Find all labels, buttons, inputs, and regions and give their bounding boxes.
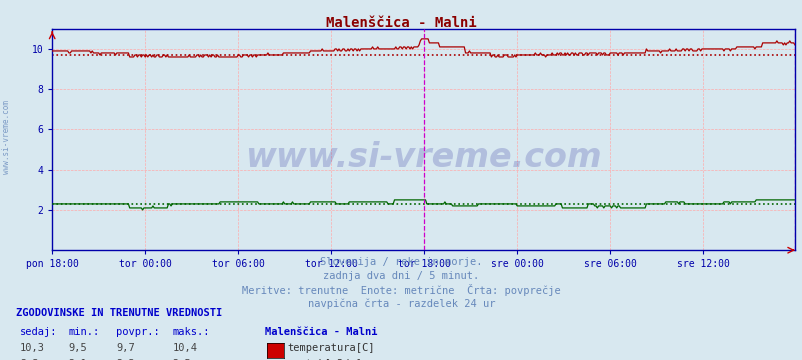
Text: 2,3: 2,3 bbox=[116, 359, 135, 360]
Text: navpična črta - razdelek 24 ur: navpična črta - razdelek 24 ur bbox=[307, 298, 495, 309]
Text: povpr.:: povpr.: bbox=[116, 327, 160, 337]
Text: ZGODOVINSKE IN TRENUTNE VREDNOSTI: ZGODOVINSKE IN TRENUTNE VREDNOSTI bbox=[16, 308, 222, 318]
Text: zadnja dva dni / 5 minut.: zadnja dva dni / 5 minut. bbox=[323, 271, 479, 281]
Text: www.si-vreme.com: www.si-vreme.com bbox=[2, 100, 11, 174]
Text: maks.:: maks.: bbox=[172, 327, 210, 337]
Text: 9,7: 9,7 bbox=[116, 343, 135, 353]
Text: Malenščica - Malni: Malenščica - Malni bbox=[326, 16, 476, 30]
Text: Slovenija / reke in morje.: Slovenija / reke in morje. bbox=[320, 257, 482, 267]
Text: 2,1: 2,1 bbox=[68, 359, 87, 360]
Text: www.si-vreme.com: www.si-vreme.com bbox=[245, 141, 602, 174]
Text: sedaj:: sedaj: bbox=[20, 327, 58, 337]
Text: temperatura[C]: temperatura[C] bbox=[287, 343, 375, 353]
Text: Meritve: trenutne  Enote: metrične  Črta: povprečje: Meritve: trenutne Enote: metrične Črta: … bbox=[242, 284, 560, 296]
Text: 10,4: 10,4 bbox=[172, 343, 197, 353]
Text: 10,3: 10,3 bbox=[20, 343, 45, 353]
Text: 2,5: 2,5 bbox=[172, 359, 191, 360]
Text: 2,3: 2,3 bbox=[20, 359, 38, 360]
Text: Malenščica - Malni: Malenščica - Malni bbox=[265, 327, 377, 337]
Text: 9,5: 9,5 bbox=[68, 343, 87, 353]
Text: min.:: min.: bbox=[68, 327, 99, 337]
Text: pretok[m3/s]: pretok[m3/s] bbox=[287, 359, 362, 360]
